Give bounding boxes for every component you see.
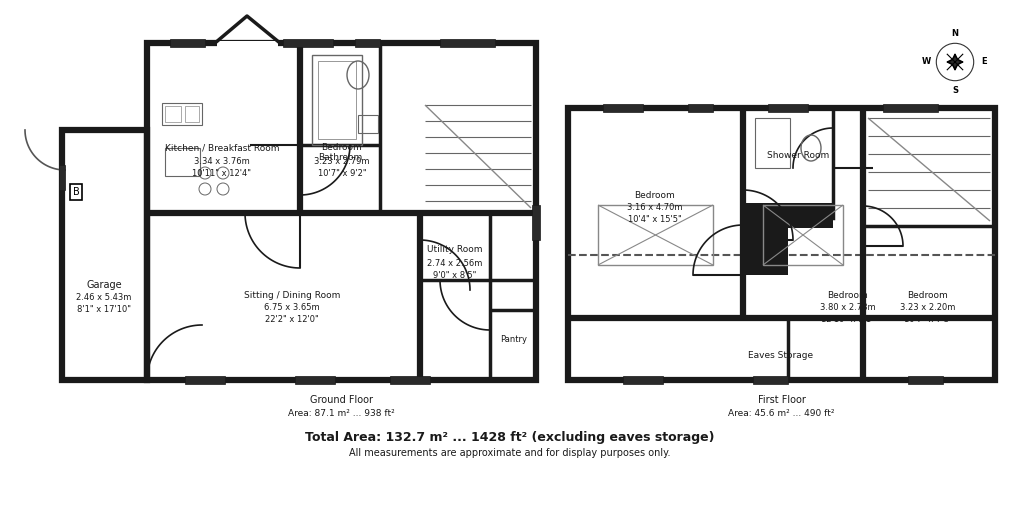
Text: 10'11" x 12'4": 10'11" x 12'4" [193,168,252,177]
Bar [170,39,205,47]
Text: Pantry: Pantry [500,336,527,345]
Text: 3.23 x 2.20m: 3.23 x 2.20m [900,304,955,312]
Text: Bedroom: Bedroom [826,290,867,300]
Text: Bedroom: Bedroom [907,290,948,300]
Text: Bedroom: Bedroom [634,190,675,200]
Bar [318,61,356,139]
Bar [312,55,362,145]
Bar [597,205,712,265]
Text: 9'0" x 8'5": 9'0" x 8'5" [433,270,476,280]
Bar [532,205,539,240]
Text: Eaves Storage: Eaves Storage [748,351,813,361]
Bar [162,103,202,125]
Bar [742,203,833,228]
Text: Bedroom: Bedroom [321,144,362,152]
Bar [752,376,788,384]
Text: 3.80 x 2.78m: 3.80 x 2.78m [819,304,875,312]
Text: Kitchen / Breakfast Room: Kitchen / Breakfast Room [165,144,279,152]
Text: 2.74 x 2.56m: 2.74 x 2.56m [427,259,482,267]
Bar [282,39,332,47]
Bar [439,39,494,47]
Text: 6.75 x 3.65m: 6.75 x 3.65m [264,304,320,312]
Text: Total Area: 132.7 m² ... 1428 ft² (excluding eaves storage): Total Area: 132.7 m² ... 1428 ft² (exclu… [305,431,714,444]
Bar [762,205,842,265]
Bar [358,115,378,133]
Bar [294,376,334,384]
Bar [754,118,790,168]
Text: Shower Room: Shower Room [766,150,828,160]
Text: W: W [921,57,930,67]
Bar [742,108,833,218]
Text: Area: 87.1 m² ... 938 ft²: Area: 87.1 m² ... 938 ft² [287,408,394,418]
Bar [217,41,278,49]
Text: S: S [951,86,957,95]
Text: First Floor: First Floor [757,395,805,405]
Text: Area: 45.6 m² ... 490 ft²: Area: 45.6 m² ... 490 ft² [728,408,834,418]
Text: 10'7" x 9'2": 10'7" x 9'2" [317,168,366,177]
Text: Ground Floor: Ground Floor [310,395,373,405]
Text: 3.16 x 4.70m: 3.16 x 4.70m [627,204,682,212]
Bar [147,43,535,380]
Text: 10'4" x 15'5": 10'4" x 15'5" [628,215,682,225]
Bar [184,106,199,122]
Bar [623,376,662,384]
Bar [907,376,943,384]
Text: Utility Room: Utility Room [427,246,482,254]
Text: 3.23 x 2.79m: 3.23 x 2.79m [314,156,370,166]
Text: 3.34 x 3.76m: 3.34 x 3.76m [194,156,250,166]
Text: 10'7" x 7'3": 10'7" x 7'3" [903,315,952,325]
Bar [165,106,180,122]
Text: B: B [72,187,79,197]
Text: E: E [980,57,985,67]
Bar [59,165,65,190]
Bar [882,104,937,112]
Text: 8'1" x 17'10": 8'1" x 17'10" [76,306,130,314]
Text: 2.46 x 5.43m: 2.46 x 5.43m [76,293,131,303]
Text: 12'10" x 9'1": 12'10" x 9'1" [820,315,874,325]
Text: Sitting / Dining Room: Sitting / Dining Room [244,290,340,300]
Bar [742,215,788,275]
Bar [184,376,225,384]
Text: N: N [951,29,958,38]
Bar [62,130,147,380]
Text: 22'2" x 12'0": 22'2" x 12'0" [265,315,319,325]
Bar [165,148,200,176]
Bar [602,104,642,112]
Text: All measurements are approximate and for display purposes only.: All measurements are approximate and for… [348,448,671,458]
Text: Bathroom: Bathroom [318,153,362,163]
Bar [767,104,807,112]
Bar [568,108,994,380]
Bar [389,376,430,384]
Bar [688,104,712,112]
Bar [355,39,380,47]
Text: Garage: Garage [86,280,121,290]
